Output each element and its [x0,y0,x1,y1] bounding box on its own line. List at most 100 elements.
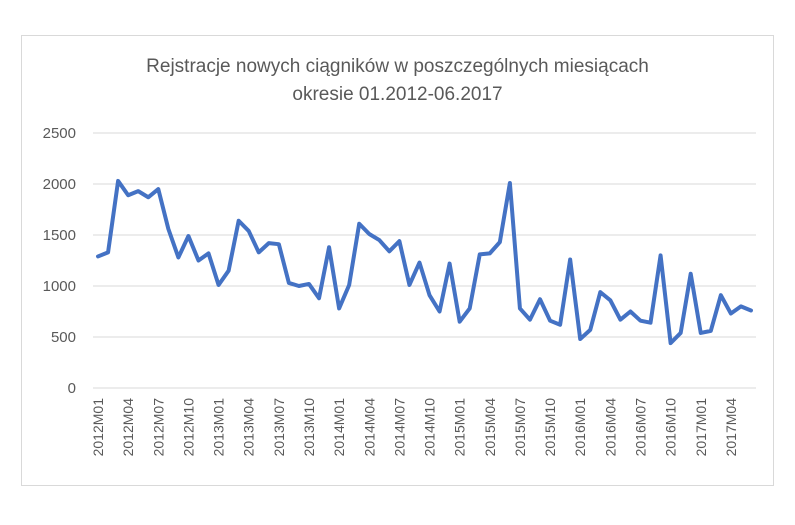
x-tick-label: 2015M10 [542,398,558,457]
data-point [598,290,602,294]
data-point [638,319,642,323]
data-point [367,232,371,236]
data-point [739,304,743,308]
data-point [749,308,753,312]
data-point [548,319,552,323]
data-point [618,318,622,322]
x-tick-label: 2016M01 [572,398,588,457]
data-point [568,257,572,261]
x-tick-label: 2014M04 [361,398,377,457]
data-point [397,239,401,243]
x-tick-label: 2017M01 [693,398,709,457]
chart-title-line-1: Rejstracje nowych ciągników w poszczegól… [146,56,649,77]
data-point [508,181,512,185]
x-tick-label: 2012M01 [90,398,106,457]
data-point [669,341,673,345]
x-tick-label: 2014M07 [391,398,407,457]
x-tick-label: 2012M10 [180,398,196,457]
data-point [377,238,381,242]
data-point [588,328,592,332]
data-point [709,329,713,333]
data-point [538,297,542,301]
data-point [699,331,703,335]
data-point [478,252,482,256]
data-point [257,250,261,254]
data-point [719,293,723,297]
data-point [458,320,462,324]
y-tick-label: 1000 [43,278,76,295]
data-point [649,321,653,325]
data-point [729,312,733,316]
data-point [287,281,291,285]
data-point [217,283,221,287]
data-point [608,298,612,302]
chart-area [21,35,774,486]
data-point [277,242,281,246]
data-point [196,259,200,263]
x-tick-label: 2013M04 [241,398,257,457]
data-point [468,306,472,310]
data-point [186,234,190,238]
data-point [156,187,160,191]
y-tick-label: 2000 [43,176,76,193]
data-point [407,283,411,287]
y-tick-label: 2500 [43,125,76,142]
data-point [438,310,442,314]
data-point [689,272,693,276]
data-point [659,253,663,257]
y-tick-label: 1500 [43,227,76,244]
data-point [387,249,391,253]
data-point [448,262,452,266]
data-point [297,284,301,288]
x-tick-label: 2014M01 [331,398,347,457]
data-point [518,306,522,310]
data-point [488,251,492,255]
data-point [237,219,241,223]
data-point [136,189,140,193]
x-tick-label: 2015M04 [482,398,498,457]
data-point [317,296,321,300]
data-point [679,331,683,335]
data-point [146,195,150,199]
series-line [96,178,753,346]
data-point [498,240,502,244]
data-point [126,193,130,197]
data-point [267,241,271,245]
data-point [227,269,231,273]
x-tick-label: 2013M10 [301,398,317,457]
x-tick-label: 2012M07 [150,398,166,457]
data-point [347,283,351,287]
data-point [628,310,632,314]
data-point [176,255,180,259]
x-tick-label: 2015M01 [452,398,468,457]
chart-title-line-2: okresie 01.2012-06.2017 [292,84,503,105]
data-point [337,306,341,310]
x-tick-label: 2016M04 [602,398,618,457]
data-point [417,261,421,265]
y-tick-label: 0 [68,380,76,397]
data-point [247,229,251,233]
x-tick-label: 2014M10 [422,398,438,457]
data-point [106,250,110,254]
y-tick-label: 500 [51,329,76,346]
data-point [428,293,432,297]
x-tick-label: 2016M07 [632,398,648,457]
data-point [96,254,100,258]
data-point [558,323,562,327]
chart-title: Rejstracje nowych ciągników w poszczegól… [0,53,795,109]
x-tick-label: 2013M07 [271,398,287,457]
data-point [357,222,361,226]
data-point [578,337,582,341]
x-tick-label: 2013M01 [211,398,227,457]
x-tick-label: 2012M04 [120,398,136,457]
data-point [307,282,311,286]
x-tick-label: 2017M04 [723,398,739,457]
data-point [116,179,120,183]
data-point [327,245,331,249]
x-tick-label: 2015M07 [512,398,528,457]
data-point [166,227,170,231]
data-point [528,318,532,322]
x-tick-label: 2016M10 [663,398,679,457]
data-point [207,251,211,255]
